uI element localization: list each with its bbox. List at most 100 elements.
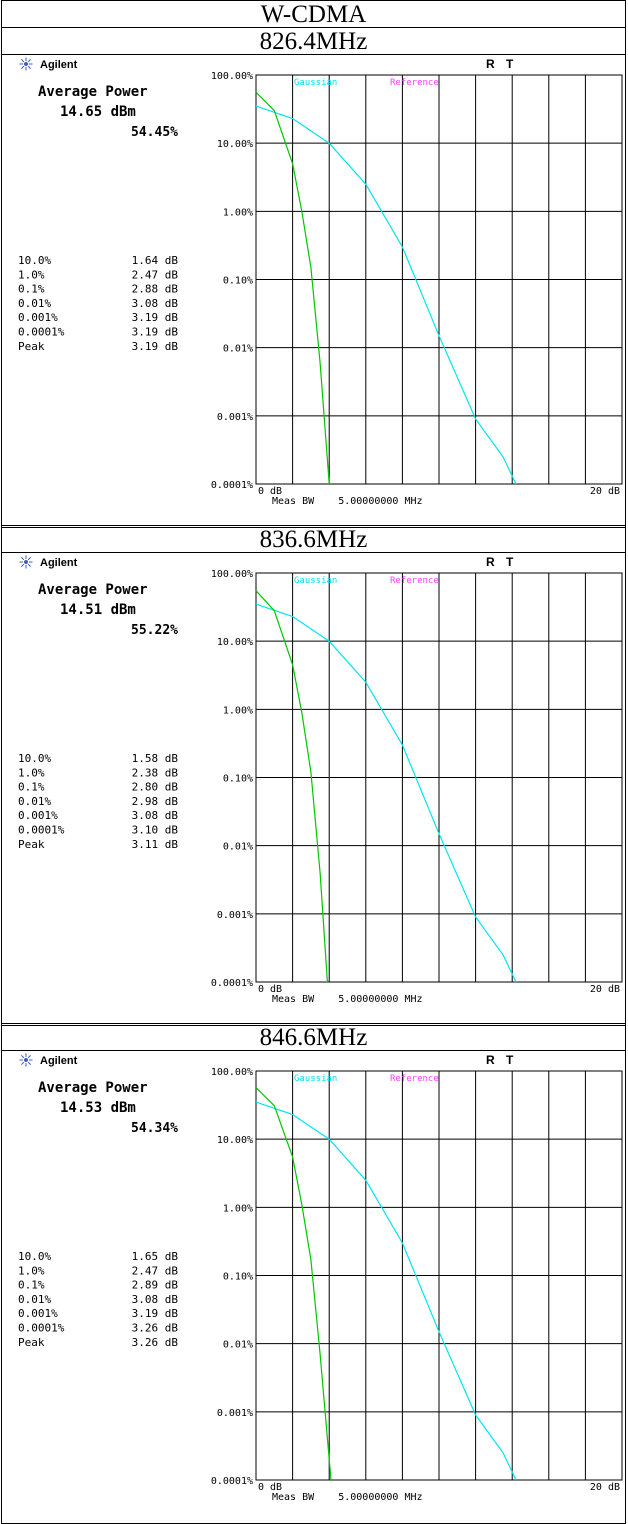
average-power-value: 14.51 dBm [60, 602, 136, 618]
y-tick-label: 100.00% [211, 569, 253, 580]
gaussian-curve [255, 1101, 517, 1481]
gaussian-curve [255, 105, 517, 485]
average-power-label: Average Power [38, 84, 148, 100]
y-tick-label: 0.10% [223, 276, 253, 287]
stat-probability: 0.0001% [18, 326, 65, 339]
measured-curve [255, 91, 330, 485]
stat-probability: 1.0% [18, 1264, 45, 1277]
stat-value: 3.08 dB [132, 809, 179, 822]
stat-value: 3.10 dB [132, 824, 179, 837]
stat-probability: 0.001% [18, 809, 58, 822]
legend-gaussian: Gaussian [294, 1074, 337, 1084]
y-tick-label: 100.00% [211, 1067, 253, 1078]
status-r-indicator: R [486, 1053, 495, 1067]
measured-curve [255, 1087, 332, 1481]
stat-value: 3.19 dB [132, 326, 179, 339]
stat-probability: 0.01% [18, 1293, 51, 1306]
stat-value: 1.58 dB [132, 752, 179, 765]
page-title: W-CDMA [1, 0, 626, 28]
agilent-logo-icon [19, 555, 33, 569]
x-tick-label: 0 dB [258, 984, 282, 995]
stat-value: 1.65 dB [132, 1250, 179, 1263]
status-t-indicator: T [506, 57, 514, 71]
analyzer-panel: Agilent R T Average Power 14.53 dBm 54.34% 10.… [1, 1050, 626, 1524]
stat-value: 3.08 dB [132, 297, 179, 310]
stat-value: 3.19 dB [132, 1307, 179, 1320]
stat-probability: Peak [18, 1336, 45, 1349]
y-tick-label: 0.001% [217, 1408, 253, 1419]
ccdf-chart: Agilent R T Average Power 14.53 dBm 54.34% 10.… [18, 1053, 623, 1503]
stat-probability: 10.0% [18, 1250, 51, 1263]
ccdf-chart: Agilent R T Average Power 14.65 dBm 54.45% 10.… [18, 57, 623, 507]
gaussian-curve [255, 603, 517, 983]
analyzer-panel: Agilent R T Average Power 14.65 dBm 54.45% 10.… [1, 54, 626, 528]
average-power-value: 14.65 dBm [60, 104, 136, 120]
stat-probability: 0.001% [18, 1307, 58, 1320]
y-tick-label: 1.00% [223, 1203, 253, 1214]
average-power-value: 14.53 dBm [60, 1100, 136, 1116]
y-tick-label: 0.01% [223, 842, 253, 853]
stat-probability: 0.01% [18, 297, 51, 310]
x-tick-label: 0 dB [258, 1482, 282, 1493]
stat-probability: 10.0% [18, 752, 51, 765]
brand-label: Agilent [40, 557, 78, 569]
legend-gaussian: Gaussian [294, 576, 337, 586]
stat-probability: 0.0001% [18, 824, 65, 837]
stat-value: 2.47 dB [132, 268, 179, 281]
stat-value: 2.47 dB [132, 1264, 179, 1277]
y-tick-label: 1.00% [223, 705, 253, 716]
stat-value: 2.88 dB [132, 283, 179, 296]
y-tick-label: 10.00% [217, 139, 253, 150]
stat-value: 2.80 dB [132, 781, 179, 794]
y-tick-label: 100.00% [211, 71, 253, 82]
average-power-label: Average Power [38, 582, 148, 598]
percent-above-average: 54.45% [131, 125, 178, 140]
y-tick-label: 0.0001% [211, 480, 253, 491]
stat-value: 2.38 dB [132, 766, 179, 779]
stat-probability: 0.01% [18, 795, 51, 808]
agilent-logo-icon [19, 1053, 33, 1067]
stat-probability: 1.0% [18, 268, 45, 281]
stat-value: 1.64 dB [132, 254, 179, 267]
measured-curve [255, 590, 328, 983]
stat-probability: 10.0% [18, 254, 51, 267]
status-t-indicator: T [506, 1053, 514, 1067]
stat-value: 2.89 dB [132, 1279, 179, 1292]
brand-label: Agilent [40, 59, 78, 71]
frequency-label: 846.6MHz [1, 1023, 626, 1051]
stat-probability: 0.1% [18, 781, 45, 794]
stat-value: 3.11 dB [132, 838, 179, 851]
stat-probability: 0.1% [18, 1279, 45, 1292]
x-tick-label: 20 dB [590, 984, 620, 995]
stat-probability: 0.001% [18, 311, 58, 324]
x-tick-label: 20 dB [590, 486, 620, 497]
analyzer-panel: Agilent R T Average Power 14.51 dBm 55.22% 10.… [1, 552, 626, 1026]
y-tick-label: 0.0001% [211, 978, 253, 989]
stat-value: 3.19 dB [132, 311, 179, 324]
meas-bw-footer: Meas BW 5.00000000 MHz [272, 496, 423, 507]
y-tick-label: 0.10% [223, 774, 253, 785]
y-tick-label: 0.10% [223, 1272, 253, 1283]
y-tick-label: 0.0001% [211, 1476, 253, 1487]
legend-reference: Reference [390, 576, 439, 586]
stat-probability: 0.0001% [18, 1322, 65, 1335]
x-tick-label: 0 dB [258, 486, 282, 497]
stat-value: 3.26 dB [132, 1336, 179, 1349]
y-tick-label: 10.00% [217, 1135, 253, 1146]
stat-value: 3.19 dB [132, 340, 179, 353]
y-tick-label: 1.00% [223, 207, 253, 218]
legend-gaussian: Gaussian [294, 78, 337, 88]
frequency-label: 826.4MHz [1, 27, 626, 55]
y-tick-label: 10.00% [217, 637, 253, 648]
y-tick-label: 0.001% [217, 412, 253, 423]
agilent-logo-icon [19, 57, 33, 71]
percent-above-average: 54.34% [131, 1121, 178, 1136]
stat-probability: Peak [18, 838, 45, 851]
stat-value: 2.98 dB [132, 795, 179, 808]
y-tick-label: 0.001% [217, 910, 253, 921]
stat-value: 3.26 dB [132, 1322, 179, 1335]
stat-value: 3.08 dB [132, 1293, 179, 1306]
stat-probability: Peak [18, 340, 45, 353]
brand-label: Agilent [40, 1055, 78, 1067]
stat-probability: 0.1% [18, 283, 45, 296]
